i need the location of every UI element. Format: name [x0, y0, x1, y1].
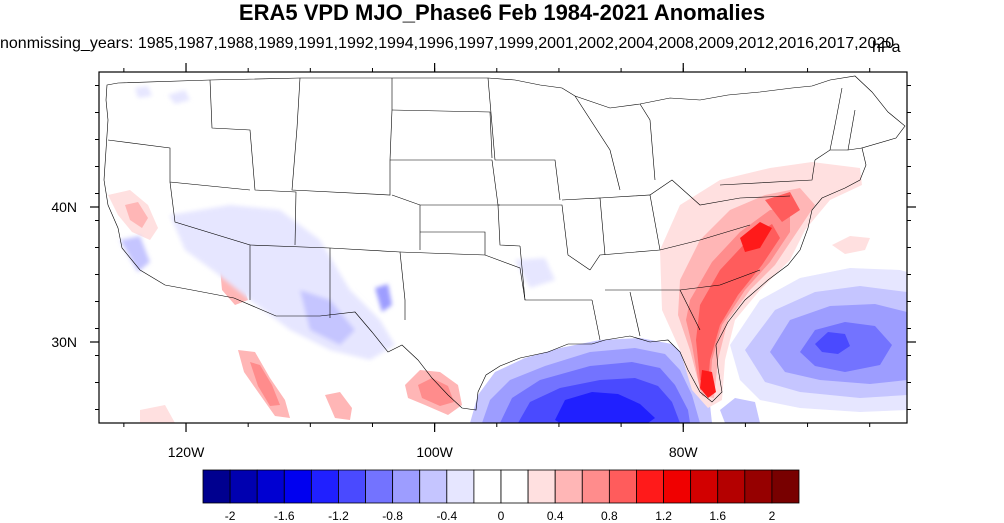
- units-label: hPa: [872, 39, 901, 56]
- colorbar-label: 0: [498, 509, 505, 523]
- colorbar-swatch: [392, 469, 421, 504]
- colorbar-swatch: [229, 469, 258, 504]
- colorbar-swatch: [554, 469, 583, 504]
- colorbar-swatch: [608, 469, 637, 504]
- colorbar-swatch: [446, 469, 475, 504]
- colorbar-swatch: [310, 469, 339, 504]
- anomaly-field: [108, 86, 907, 423]
- atlantic-negative-anomaly: [720, 236, 907, 423]
- colorbar-swatch: [527, 469, 556, 504]
- lat-tick-label: 30N: [51, 334, 77, 350]
- map-title: ERA5 VPD MJO_Phase6 Feb 1984-2021 Anomal…: [238, 0, 766, 25]
- colorbar-swatch: [581, 469, 610, 504]
- map-subtitle: nonmissing_years: 1985,1987,1988,1989,19…: [0, 35, 895, 52]
- colorbar-label: -1.6: [274, 509, 295, 523]
- eastcoast-positive-anomaly: [660, 162, 862, 408]
- colorbar-swatch: [473, 469, 502, 504]
- interior-negative-anomaly: [120, 86, 555, 360]
- colorbar-swatch: [500, 469, 529, 504]
- colorbar-label: -0.8: [382, 509, 403, 523]
- southwest-positive-anomaly: [108, 190, 462, 423]
- gulf-negative-anomaly: [470, 338, 712, 423]
- colorbar-swatch: [636, 469, 664, 504]
- colorbar-label: 0.8: [601, 509, 618, 523]
- lat-tick-label: 40N: [51, 199, 77, 215]
- colorbar-swatch: [365, 469, 394, 504]
- colorbar-swatch: [202, 469, 231, 504]
- colorbar-swatch: [771, 469, 800, 504]
- colorbar-swatch: [419, 469, 448, 504]
- lon-tick-label: 100W: [416, 444, 453, 460]
- colorbar-swatch: [663, 469, 692, 504]
- colorbar-swatch: [744, 469, 773, 504]
- colorbar-label: 2: [769, 509, 776, 523]
- colorbar-label: 1.6: [709, 509, 726, 523]
- map-axis-ticks: 120W 100W 80W 40N 30N: [51, 63, 916, 460]
- colorbar-swatch: [338, 469, 366, 504]
- colorbar: -2 -1.6 -1.2 -0.8 -0.4 0 0.4 0.8 1.2 1.6 2: [202, 469, 800, 523]
- colorbar-label: 0.4: [547, 509, 564, 523]
- lon-tick-label: 80W: [669, 444, 699, 460]
- colorbar-swatch: [717, 469, 746, 504]
- state-boundaries: [103, 75, 906, 411]
- colorbar-swatch: [256, 469, 285, 504]
- colorbar-label: -1.2: [328, 509, 349, 523]
- lon-tick-label: 120W: [168, 444, 205, 460]
- colorbar-swatch: [283, 469, 312, 504]
- colorbar-label: 1.2: [655, 509, 672, 523]
- colorbar-label: -0.4: [436, 509, 457, 523]
- colorbar-label: -2: [225, 509, 236, 523]
- colorbar-swatch: [690, 469, 719, 504]
